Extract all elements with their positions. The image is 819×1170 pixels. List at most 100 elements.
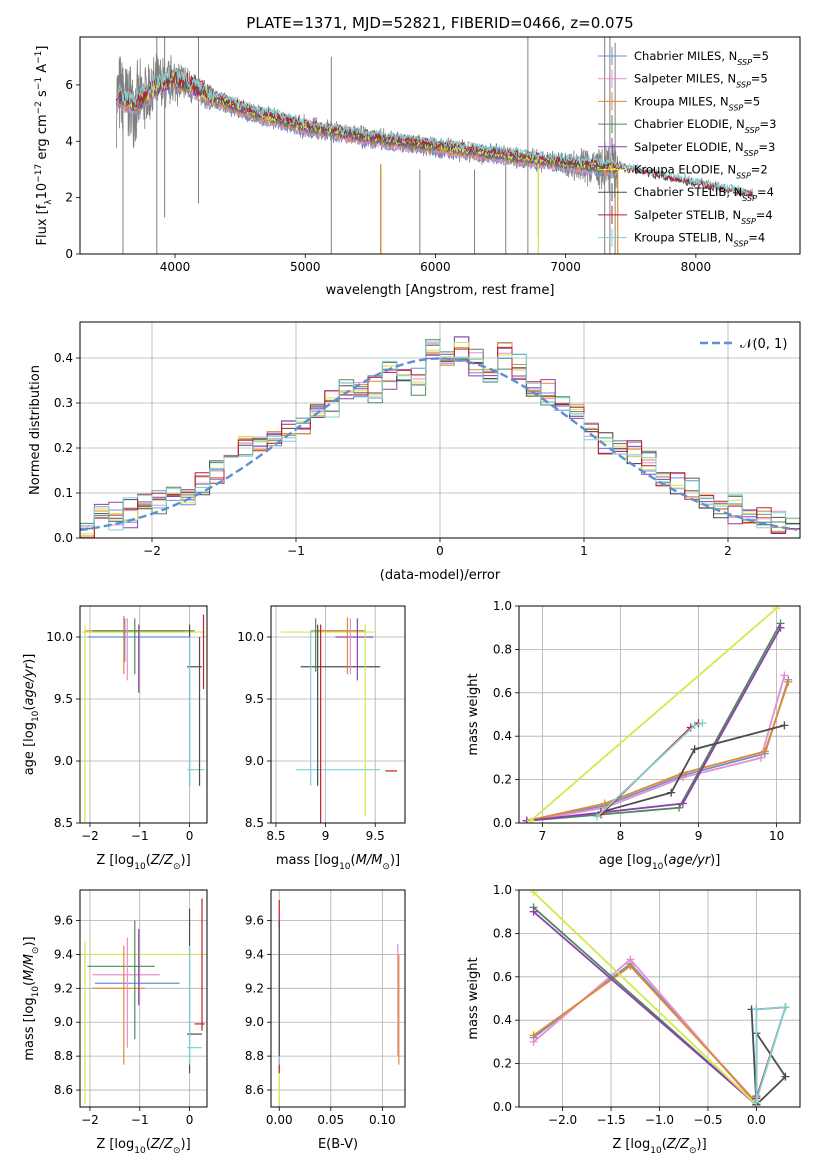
legend-label: 𝒩(0, 1) (740, 337, 787, 352)
y-tick-label: 8.5 (245, 816, 264, 830)
gaussian-curve (80, 357, 798, 532)
mass-weight-marker (784, 677, 793, 686)
legend-label: Kroupa STELIB, NSSP=4 (634, 231, 765, 249)
axes-frame (518, 605, 801, 824)
legend-label: Kroupa MILES, NSSP=5 (634, 94, 760, 112)
y-tick-label: 0.3 (54, 396, 73, 410)
y-axis-label: Flux [fλ10−17 erg cm−2 s−1 A−1] (34, 46, 54, 246)
y-tick-label: 1.0 (493, 883, 512, 897)
axes-frame (270, 605, 406, 824)
y-tick-label: 8.8 (245, 1049, 264, 1063)
model-spectrum-line (116, 67, 754, 198)
y-tick-label: 9.6 (54, 914, 73, 928)
x-tick-label: 7 (539, 829, 547, 843)
x-tick-label: 0.0 (747, 1113, 766, 1127)
chart-mass-weight-vs-age: 7 8 9 10 0.0 0.2 0.4 0.6 0.8 1.0 age [log10(age/yr… (466, 599, 801, 872)
mass-weight-line (532, 964, 758, 1104)
y-tick-label: 0.2 (493, 773, 512, 787)
legend-label: Salpeter MILES, NSSP=5 (634, 72, 768, 90)
y-tick-label: 0.2 (493, 1057, 512, 1071)
x-tick-label: 0.00 (266, 1113, 293, 1127)
x-tick-label: 5000 (290, 260, 321, 274)
y-tick-label: 9.2 (245, 981, 264, 995)
plot-area (280, 617, 398, 823)
plot-area (80, 336, 800, 538)
y-tick-label: 8.6 (245, 1083, 264, 1097)
x-tick-label: −1.5 (596, 1113, 625, 1127)
x-tick-label: −2 (81, 1113, 99, 1127)
x-axis-label: wavelength [Angstrom, rest frame] (326, 283, 555, 298)
x-tick-label: −2.0 (548, 1113, 577, 1127)
mass-weight-marker (675, 803, 684, 812)
y-tick-label: 4 (65, 134, 73, 148)
mass-weight-line (532, 911, 757, 1106)
y-tick-label: 0.0 (54, 531, 73, 545)
x-tick-label: 9 (695, 829, 703, 843)
mass-weight-marker (690, 721, 699, 730)
x-tick-label: −2 (143, 544, 161, 558)
mass-weight-line (530, 607, 778, 822)
plot-area (82, 898, 205, 1104)
y-tick-label: 9.6 (245, 914, 264, 928)
plot-area (278, 900, 400, 1107)
y-tick-label: 0.4 (493, 1013, 512, 1027)
mass-weight-marker (678, 799, 687, 808)
chart-spectrum: 4000 5000 6000 7000 8000 0 2 4 6 wavelength [Angs… (34, 36, 801, 298)
x-tick-label: −2 (81, 829, 99, 843)
mass-weight-line (526, 679, 790, 822)
mass-weight-marker (772, 606, 781, 613)
plot-area (116, 37, 754, 254)
y-tick-label: 8.6 (54, 1083, 73, 1097)
y-tick-label: 0.4 (54, 351, 73, 365)
y-tick-label: 0.8 (493, 926, 512, 940)
x-tick-label: 2 (724, 544, 732, 558)
y-tick-label: 8.8 (54, 1049, 73, 1063)
mass-weight-line (532, 962, 758, 1104)
x-tick-label: 8 (617, 829, 625, 843)
x-axis-label: mass [log10(M/M⊙)] (276, 853, 400, 872)
mass-weight-marker (756, 753, 765, 762)
y-tick-label: 0.8 (493, 642, 512, 656)
mass-weight-marker (698, 719, 707, 728)
mass-weight-marker (529, 907, 538, 916)
observed-spectrum-line (116, 53, 619, 199)
y-tick-label: 0.6 (493, 970, 512, 984)
legend-label: Kroupa ELODIE, NSSP=2 (634, 163, 768, 181)
y-axis-label: Normed distribution (28, 365, 43, 495)
x-axis-label: Z [log10(Z/Z⊙)] (96, 853, 190, 872)
x-tick-label: 0.05 (317, 1113, 344, 1127)
legend-label: Chabrier ELODIE, NSSP=3 (634, 117, 776, 135)
mass-weight-marker (780, 671, 789, 680)
y-tick-label: 2 (65, 191, 73, 205)
chart-mass-vs-Z: −2 −1 0 8.6 8.8 9.0 9.2 9.4 9.6 Z [log10(Z/Z⊙)] ma… (22, 889, 208, 1156)
mass-weight-line (526, 681, 790, 822)
y-tick-label: 9.0 (54, 1015, 73, 1029)
x-tick-label: 10 (769, 829, 784, 843)
x-axis-label: Z [log10(Z/Z⊙)] (612, 1137, 706, 1156)
mass-weight-marker (760, 747, 769, 756)
mass-weight-marker (752, 1005, 761, 1014)
mass-weight-marker (626, 961, 635, 970)
axes-frame (79, 889, 208, 1108)
x-tick-label: −0.5 (693, 1113, 722, 1127)
x-tick-label: 0 (186, 829, 194, 843)
y-tick-label: 9.5 (54, 692, 73, 706)
y-axis-label: age [log10(age/yr)] (22, 654, 41, 776)
x-tick-label: 0 (436, 544, 444, 558)
chart-mass-weight-vs-Z: −2.0 −1.5 −1.0 −0.5 0.0 0.0 0.2 0.4 0.6 0.8 1.0 Z [… (466, 883, 801, 1156)
mass-weight-marker (781, 1072, 790, 1081)
y-tick-label: 9.2 (54, 981, 73, 995)
model-spectrum-line (116, 74, 618, 174)
x-tick-label: 8000 (681, 260, 712, 274)
y-tick-label: 6 (65, 78, 73, 92)
legend-label: Salpeter STELIB, NSSP=4 (634, 208, 773, 226)
mass-weight-line (755, 1006, 787, 1103)
x-axis-label: age [log10(age/yr)] (599, 853, 721, 872)
y-tick-label: 9.4 (245, 947, 264, 961)
x-tick-label: −1.0 (645, 1113, 674, 1127)
mass-weight-line (596, 722, 703, 818)
mass-weight-marker (667, 788, 676, 797)
mass-weight-marker (690, 745, 699, 754)
x-tick-label: 7000 (550, 260, 581, 274)
